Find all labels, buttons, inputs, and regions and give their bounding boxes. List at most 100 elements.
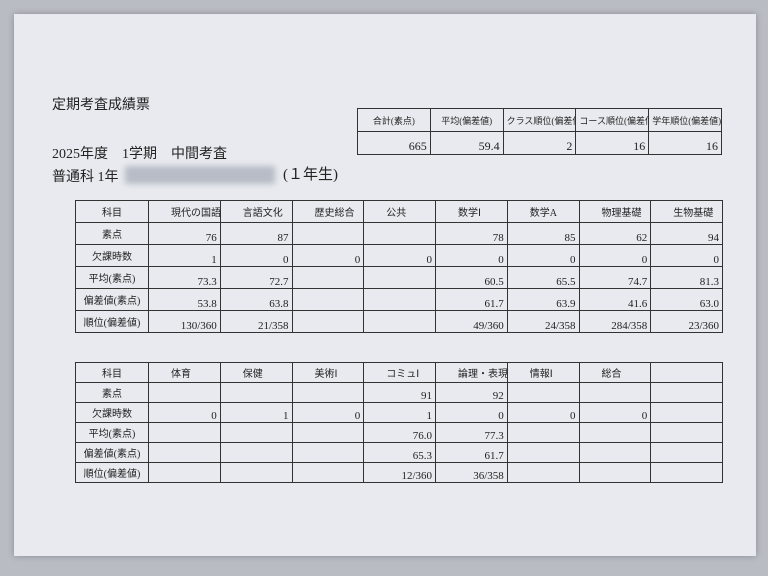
value-cell: 92: [435, 382, 508, 403]
value-cell: 0: [506, 244, 580, 267]
value-cell: [291, 442, 365, 463]
value-cell: 2: [502, 131, 577, 155]
value-cell: 24/358: [506, 310, 580, 333]
value-cell: 85: [506, 222, 580, 245]
value-cell: [506, 442, 580, 463]
header-cell: コミュⅠ: [363, 362, 436, 383]
value-cell: 65.5: [506, 266, 580, 289]
header-cell: 現代の国語: [148, 200, 221, 223]
value-cell: 0: [219, 244, 293, 267]
table-row: 偏差値(素点) 65.3 61.7: [75, 442, 723, 463]
header-cell: 物理基礎: [578, 200, 652, 223]
value-cell: 0: [578, 402, 652, 423]
value-cell: 23/360: [650, 310, 723, 333]
value-cell: [148, 382, 221, 403]
value-cell: [506, 462, 580, 483]
table-row: 欠課時数 1 0 0 0 0 0 0 0: [75, 244, 723, 267]
value-cell: [363, 266, 436, 289]
value-cell: 41.6: [578, 288, 652, 311]
value-cell: [219, 442, 293, 463]
value-cell: 284/358: [578, 310, 652, 333]
value-cell: [578, 422, 652, 443]
value-cell: 59.4: [429, 131, 504, 155]
table-row: 科目 体育 保健 美術Ⅰ コミュⅠ 論理・表現Ⅰ 情報Ⅰ 総合: [75, 362, 723, 383]
course: 普通科 1年: [52, 170, 119, 185]
header-cell: 科目: [75, 362, 149, 383]
header-cell: 科目: [75, 200, 149, 223]
value-cell: 0: [148, 402, 221, 423]
value-cell: [219, 382, 293, 403]
table-row: 665 59.4 2 16 16: [357, 131, 722, 155]
header-cell: 合計(素点): [357, 108, 431, 132]
value-cell: [291, 222, 365, 245]
header-cell: 美術Ⅰ: [291, 362, 365, 383]
score-table: 科目 現代の国語 言語文化 歴史総合 公共 数学Ⅰ 数学A 物理基礎 生物基礎 素点 76 87 78 8…: [75, 200, 723, 333]
value-cell: 1: [219, 402, 293, 423]
table-row: 順位(偏差値) 12/360 36/358: [75, 462, 723, 483]
header-cell: 歴史総合: [291, 200, 365, 223]
value-cell: 63.0: [650, 288, 723, 311]
value-cell: 62: [578, 222, 652, 245]
value-cell: 1: [363, 402, 436, 423]
header-cell: 学年順位(偏差値): [648, 108, 722, 132]
table-row: 素点 76 87 78 85 62 94: [75, 222, 723, 245]
header-cell: [650, 362, 723, 383]
row-label: 平均(素点): [75, 422, 149, 443]
table-row: 合計(素点)平均(偏差値)クラス順位(偏差値)コース順位(偏差値)学年順位(偏差…: [357, 108, 722, 132]
row-label: 偏差値(素点): [75, 442, 149, 463]
value-cell: 0: [578, 244, 652, 267]
header-cell: 数学A: [506, 200, 580, 223]
value-cell: [650, 382, 723, 403]
value-cell: [291, 266, 365, 289]
table-row: 科目 現代の国語 言語文化 歴史総合 公共 数学Ⅰ 数学A 物理基礎 生物基礎: [75, 200, 723, 223]
value-cell: 16: [648, 131, 722, 155]
value-cell: [291, 288, 365, 311]
value-cell: 94: [650, 222, 723, 245]
row-label: 平均(素点): [75, 266, 149, 289]
value-cell: 61.7: [435, 288, 508, 311]
row-label: 素点: [75, 222, 149, 245]
value-cell: 87: [219, 222, 293, 245]
value-cell: [650, 442, 723, 463]
value-cell: 0: [291, 402, 365, 423]
value-cell: 53.8: [148, 288, 221, 311]
header-cell: 言語文化: [219, 200, 293, 223]
value-cell: 81.3: [650, 266, 723, 289]
value-cell: [650, 422, 723, 443]
value-cell: [219, 422, 293, 443]
header-cell: 情報Ⅰ: [506, 362, 580, 383]
row-label: 順位(偏差値): [75, 310, 149, 333]
value-cell: 73.3: [148, 266, 221, 289]
value-cell: [506, 422, 580, 443]
value-cell: [219, 462, 293, 483]
value-cell: 0: [650, 244, 723, 267]
header-cell: 公共: [363, 200, 436, 223]
value-cell: 78: [435, 222, 508, 245]
value-cell: [363, 222, 436, 245]
value-cell: 91: [363, 382, 436, 403]
value-cell: 0: [506, 402, 580, 423]
value-cell: [363, 288, 436, 311]
value-cell: [148, 422, 221, 443]
value-cell: 76.0: [363, 422, 436, 443]
table-row: 素点 91 92: [75, 382, 723, 403]
header-cell: クラス順位(偏差値): [502, 108, 577, 132]
value-cell: 76: [148, 222, 221, 245]
value-cell: 130/360: [148, 310, 221, 333]
value-cell: 60.5: [435, 266, 508, 289]
value-cell: [291, 462, 365, 483]
title: 定期考査成績票: [52, 98, 150, 113]
table-row: 平均(素点) 73.3 72.7 60.5 65.5 74.7 81.3: [75, 266, 723, 289]
value-cell: [650, 402, 723, 423]
table-row: 偏差値(素点) 53.8 63.8 61.7 63.9 41.6 63.0: [75, 288, 723, 311]
value-cell: [578, 442, 652, 463]
value-cell: 0: [363, 244, 436, 267]
header-cell: 数学Ⅰ: [435, 200, 508, 223]
table-row: 欠課時数 0 1 0 1 0 0 0: [75, 402, 723, 423]
header-cell: 生物基礎: [650, 200, 723, 223]
value-cell: 0: [435, 244, 508, 267]
value-cell: 63.9: [506, 288, 580, 311]
header-cell: 論理・表現Ⅰ: [435, 362, 508, 383]
value-cell: [291, 310, 365, 333]
